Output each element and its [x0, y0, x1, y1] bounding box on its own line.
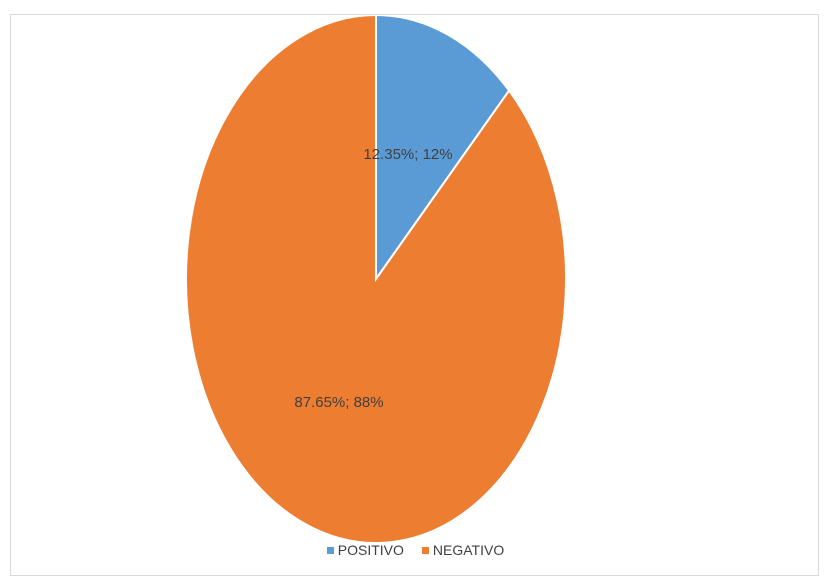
legend-swatch-negativo: [421, 546, 429, 554]
legend-label-positivo: POSITIVO: [337, 542, 404, 558]
legend-label-negativo: NEGATIVO: [432, 542, 505, 558]
legend-item-negativo: NEGATIVO: [421, 542, 505, 558]
legend-item-positivo: POSITIVO: [326, 542, 404, 558]
pie-slices: [185, 15, 567, 544]
data-label-negativo: 87.65%; 88%: [294, 394, 383, 411]
pie-slice-negativo: [185, 15, 567, 544]
chart-legend: POSITIVO NEGATIVO: [11, 542, 820, 558]
pie-slice-positivo: [375, 15, 511, 283]
pie-data-labels: 12.35%; 12% 87.65%; 88%: [294, 146, 452, 411]
chart-area: 12.35%; 12% 87.65%; 88% POSITIVO NEGATIVO: [10, 14, 819, 576]
data-label-positivo: 12.35%; 12%: [363, 146, 452, 163]
legend-swatch-positivo: [326, 546, 334, 554]
pie-chart: 12.35%; 12% 87.65%; 88%: [185, 15, 567, 544]
